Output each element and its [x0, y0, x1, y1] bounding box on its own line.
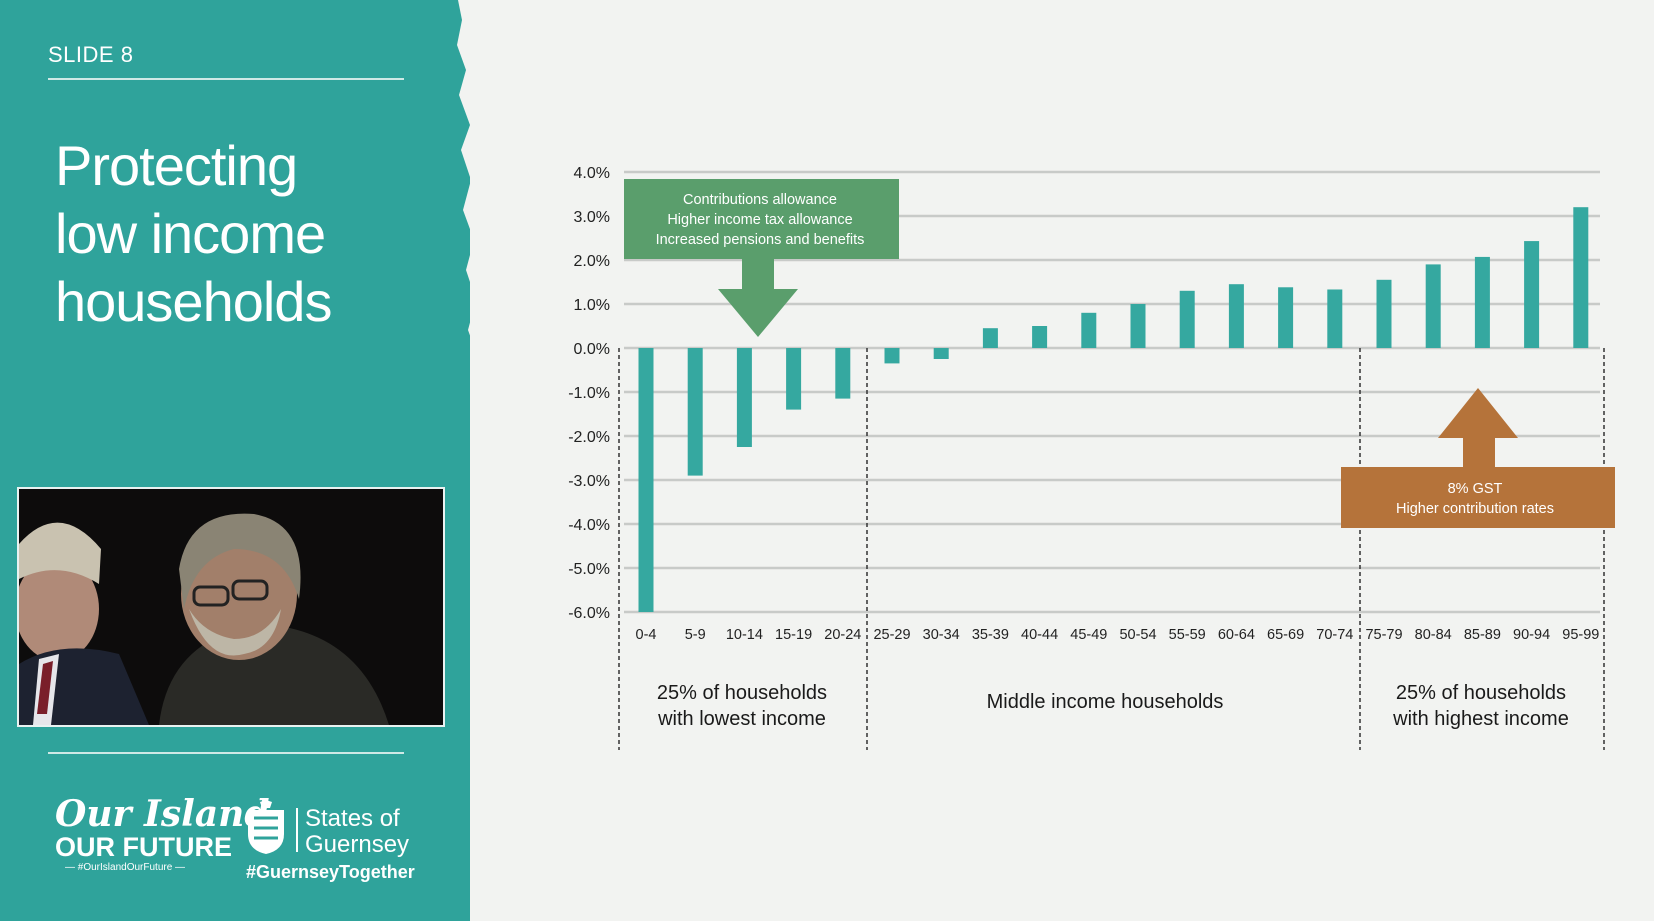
x-tick-label: 85-89	[1464, 627, 1501, 643]
group-label: Middle income households	[987, 691, 1224, 713]
bar-60-64	[1228, 284, 1244, 348]
bar-55-59	[1179, 290, 1195, 348]
x-tick-label: 80-84	[1415, 627, 1452, 643]
logo-divider	[296, 808, 298, 852]
x-tick-label: 70-74	[1316, 627, 1353, 643]
x-tick-label: 35-39	[972, 627, 1009, 643]
logo-line-1: Our Island	[55, 793, 270, 835]
logo-hashtag: — #OurIslandOurFuture —	[65, 862, 186, 873]
slide-title: Protecting low income households	[55, 132, 332, 336]
our-island-logo: Our Island OUR FUTURE — #OurIslandOurFut…	[55, 795, 270, 875]
bar-65-69	[1278, 287, 1294, 348]
x-tick-label: 45-49	[1070, 627, 1107, 643]
bar-90-94	[1524, 241, 1540, 348]
callout-box-orange	[1341, 467, 1615, 528]
callout-text-orange: 8% GST	[1448, 481, 1503, 497]
bars	[638, 207, 1589, 612]
x-tick-label: 90-94	[1513, 627, 1550, 643]
x-tick-label: 15-19	[775, 627, 812, 643]
axis-labels: 4.0% 3.0% 2.0% 1.0% 0.0% -1.0% -2.0% -3.0% -4.0%…	[568, 165, 1599, 643]
y-tick-label: 4.0%	[574, 165, 610, 182]
bar-5-9	[687, 348, 703, 476]
x-tick-label: 65-69	[1267, 627, 1304, 643]
group-label: 25% of households	[1396, 682, 1566, 704]
logo-line-2: OUR FUTURE	[55, 832, 232, 862]
y-tick-label: 1.0%	[574, 297, 610, 314]
group-label: with highest income	[1392, 708, 1569, 730]
x-tick-label: 30-34	[923, 627, 960, 643]
callouts: Contributions allowance Higher income tax…	[624, 179, 1615, 528]
hashtag: #GuernseyTogether	[246, 862, 415, 882]
x-tick-label: 60-64	[1218, 627, 1255, 643]
callout-text-green: Increased pensions and benefits	[656, 232, 865, 248]
video-feed[interactable]	[17, 487, 445, 727]
government-name: States of Guernsey	[305, 806, 409, 858]
x-tick-label: 75-79	[1365, 627, 1402, 643]
crest-icon	[248, 800, 284, 854]
slide-number: SLIDE 8	[48, 42, 134, 67]
sidebar-panel: SLIDE 8 Protecting low income households…	[0, 0, 470, 921]
bar-95-99	[1573, 207, 1589, 348]
up-arrow-icon	[1438, 388, 1518, 468]
x-tick-label: 55-59	[1169, 627, 1206, 643]
slide-title-line-2: low income	[55, 202, 326, 265]
slide-title-line-1: Protecting	[55, 134, 298, 197]
bar-75-79	[1376, 279, 1392, 348]
divider-bottom	[48, 752, 404, 754]
bar-45-49	[1081, 312, 1097, 348]
group-label: 25% of households	[657, 682, 827, 704]
bar-25-29	[884, 348, 900, 364]
bar-80-84	[1425, 264, 1441, 348]
callout-box-green	[624, 179, 899, 259]
divider-top	[48, 78, 404, 80]
x-tick-label: 50-54	[1119, 627, 1156, 643]
callout-text-green: Higher income tax allowance	[667, 212, 852, 228]
x-tick-label: 40-44	[1021, 627, 1058, 643]
x-tick-label: 10-14	[726, 627, 763, 643]
x-tick-label: 95-99	[1562, 627, 1599, 643]
y-tick-label: 0.0%	[574, 341, 610, 358]
group-labels: 25% of households with lowest income Middl…	[657, 682, 1569, 730]
bar-20-24	[835, 348, 851, 399]
bar-50-54	[1130, 304, 1146, 348]
y-tick-label: -1.0%	[568, 385, 610, 402]
video-people-image	[19, 489, 443, 725]
down-arrow-icon	[718, 259, 798, 337]
bar-15-19	[786, 348, 802, 410]
gov-line-1: States of	[305, 805, 400, 832]
gov-line-2: Guernsey	[305, 831, 410, 858]
bar-35-39	[982, 328, 998, 348]
x-tick-label: 5-9	[685, 627, 706, 643]
x-tick-label: 25-29	[873, 627, 910, 643]
x-tick-label: 20-24	[824, 627, 861, 643]
y-tick-label: -3.0%	[568, 473, 610, 490]
group-dividers	[618, 348, 1605, 750]
bar-0-4	[638, 348, 654, 612]
bar-85-89	[1474, 256, 1490, 348]
bar-10-14	[736, 348, 752, 447]
group-label: with lowest income	[657, 708, 826, 730]
y-tick-label: 2.0%	[574, 253, 610, 270]
bar-40-44	[1032, 326, 1048, 348]
y-tick-label: -6.0%	[568, 605, 610, 622]
bar-70-74	[1327, 289, 1343, 348]
y-tick-label: -4.0%	[568, 517, 610, 534]
slide-title-line-3: households	[55, 270, 332, 333]
callout-text-orange: Higher contribution rates	[1396, 501, 1554, 517]
x-tick-label: 0-4	[636, 627, 657, 643]
callout-text-green: Contributions allowance	[683, 192, 837, 208]
y-tick-label: 3.0%	[574, 209, 610, 226]
y-tick-label: -5.0%	[568, 561, 610, 578]
y-tick-label: -2.0%	[568, 429, 610, 446]
bar-30-34	[933, 348, 949, 359]
